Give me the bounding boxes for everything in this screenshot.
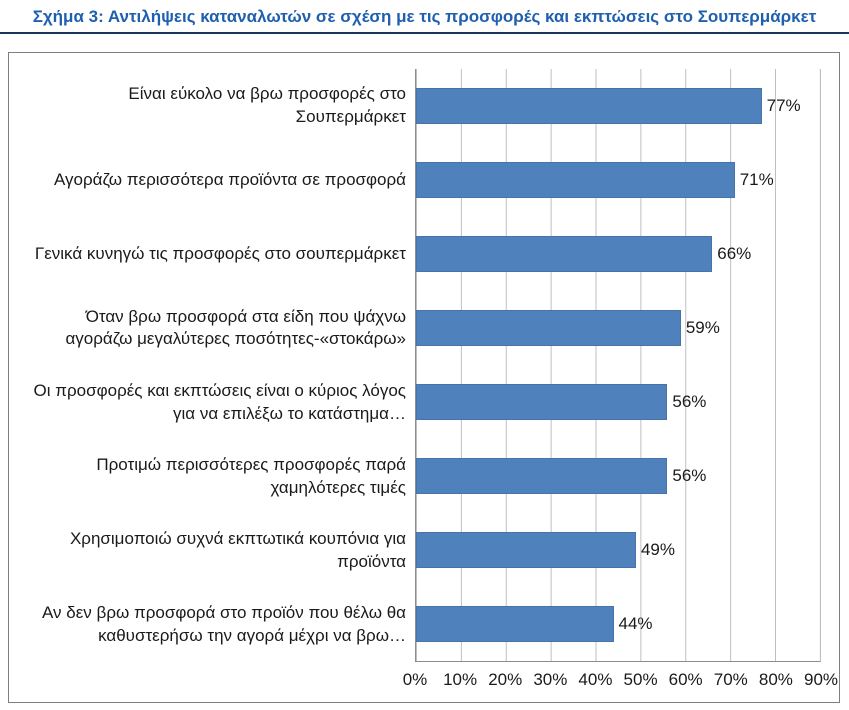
category-label: Είναι εύκολο να βρω προσφορές στο Σουπερ…	[128, 84, 406, 127]
category-label: Αν δεν βρω προσφορά στο προϊόν που θέλω …	[42, 603, 406, 645]
x-tick-label: 60%	[668, 670, 703, 689]
bar-row: 71%	[416, 143, 820, 217]
bar	[416, 162, 735, 198]
category-label: Όταν βρω προσφορά στα είδη που ψάχνω αγο…	[65, 306, 406, 349]
bar	[416, 606, 614, 642]
bar-row: 56%	[416, 439, 820, 513]
category-label: Αγοράζω περισσότερα προϊόντα σε προσφορά	[53, 169, 406, 189]
bar-row: 56%	[416, 365, 820, 439]
value-label: 44%	[618, 614, 653, 633]
bar	[416, 384, 668, 420]
figure-title: Σχήμα 3: Αντιλήψεις καταναλωτών σε σχέση…	[32, 7, 817, 26]
x-tick-label: 50%	[623, 670, 658, 689]
x-tick-label: 80%	[758, 670, 793, 689]
category-labels-column: Είναι εύκολο να βρω προσφορές στο Σουπερ…	[17, 69, 415, 662]
value-label: 71%	[739, 170, 774, 189]
value-label: 77%	[766, 96, 801, 115]
x-tick-label: 10%	[443, 670, 478, 689]
bar-row: 66%	[416, 217, 820, 291]
x-tick-label: 90%	[803, 670, 839, 689]
bar	[416, 310, 681, 346]
bar	[416, 458, 668, 494]
bar	[416, 236, 713, 272]
bar	[416, 88, 762, 124]
chart-grid: Είναι εύκολο να βρω προσφορές στο Σουπερ…	[17, 69, 838, 696]
bar	[416, 532, 636, 568]
category-label: Χρησιμοποιώ συχνά εκπτωτικά κουπόνια για…	[69, 528, 406, 571]
category-label: Γενικά κυνηγώ τις προσφορές στο σουπερμά…	[34, 243, 406, 263]
x-axis: 0% 10% 20% 30% 40% 50% 60% 70% 80% 90%	[403, 662, 838, 696]
x-tick-label: 40%	[578, 670, 613, 689]
title-divider	[0, 32, 849, 34]
x-tick-label: 70%	[713, 670, 748, 689]
value-label: 66%	[717, 244, 752, 263]
value-label: 56%	[672, 466, 707, 485]
category-label: Οι προσφορές και εκπτώσεις είναι ο κύριο…	[33, 380, 406, 423]
value-label: 59%	[685, 318, 720, 337]
bar-chart: Είναι εύκολο να βρω προσφορές στο Σουπερ…	[8, 52, 840, 703]
x-tick-label: 30%	[533, 670, 568, 689]
plot-area: 77% 71% 66% 59% 56% 56% 49% 44%	[415, 69, 821, 662]
bar-row: 59%	[416, 291, 820, 365]
bar-row: 49%	[416, 513, 820, 587]
value-label: 49%	[640, 540, 675, 559]
bar-row: 77%	[416, 69, 820, 143]
value-label: 56%	[672, 392, 707, 411]
x-tick-label: 0%	[402, 670, 428, 689]
bar-row: 44%	[416, 587, 820, 661]
category-label: Προτιμώ περισσότερες προσφορές παρά χαμη…	[96, 454, 406, 497]
x-tick-label: 20%	[488, 670, 523, 689]
